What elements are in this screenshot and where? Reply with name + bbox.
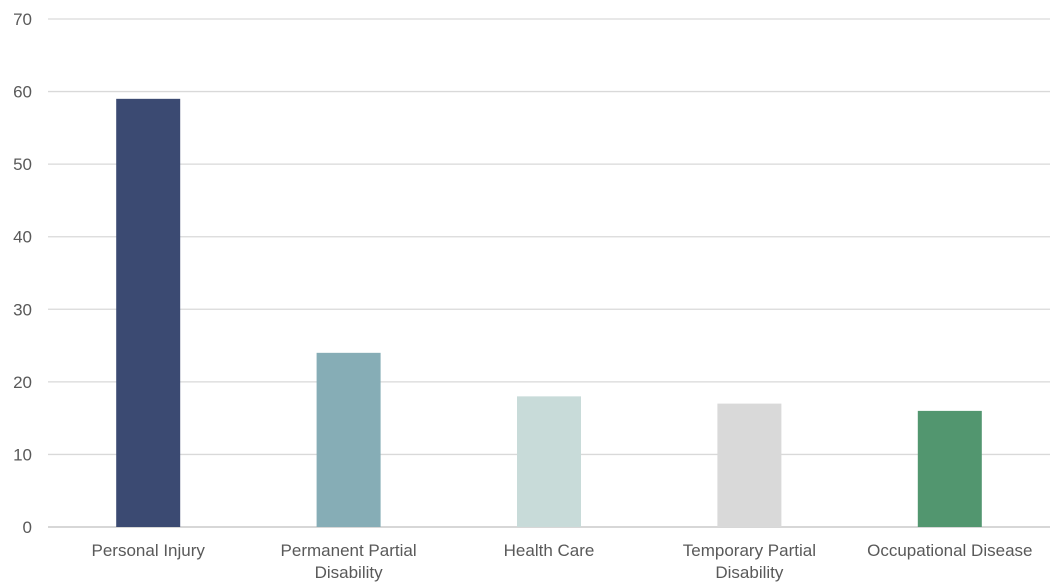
x-category-label: Permanent Partial	[281, 541, 417, 560]
x-category-label: Health Care	[504, 541, 595, 560]
x-category-label: Personal Injury	[92, 541, 206, 560]
gridlines	[48, 18, 1050, 528]
y-tick-label: 70	[13, 10, 32, 29]
bar	[917, 410, 982, 527]
y-tick-label: 0	[23, 518, 32, 537]
bars	[116, 98, 982, 527]
x-category-label: Disability	[715, 563, 784, 582]
x-category-label: Occupational Disease	[867, 541, 1032, 560]
bar	[717, 403, 782, 527]
y-tick-label: 50	[13, 155, 32, 174]
y-tick-label: 10	[13, 445, 32, 464]
y-tick-label: 40	[13, 228, 32, 247]
y-tick-label: 30	[13, 300, 32, 319]
x-category-label: Temporary Partial	[683, 541, 816, 560]
x-category-label: Disability	[315, 563, 384, 582]
bar	[316, 352, 381, 527]
x-axis-labels: Personal Injury Permanent Partial Disabili…	[92, 541, 1033, 582]
y-axis-ticks: 0 10 20 30 40 50 60 70	[13, 10, 32, 537]
bar	[517, 396, 581, 527]
y-tick-label: 60	[13, 83, 32, 102]
y-tick-label: 20	[13, 373, 32, 392]
bar	[116, 98, 181, 527]
